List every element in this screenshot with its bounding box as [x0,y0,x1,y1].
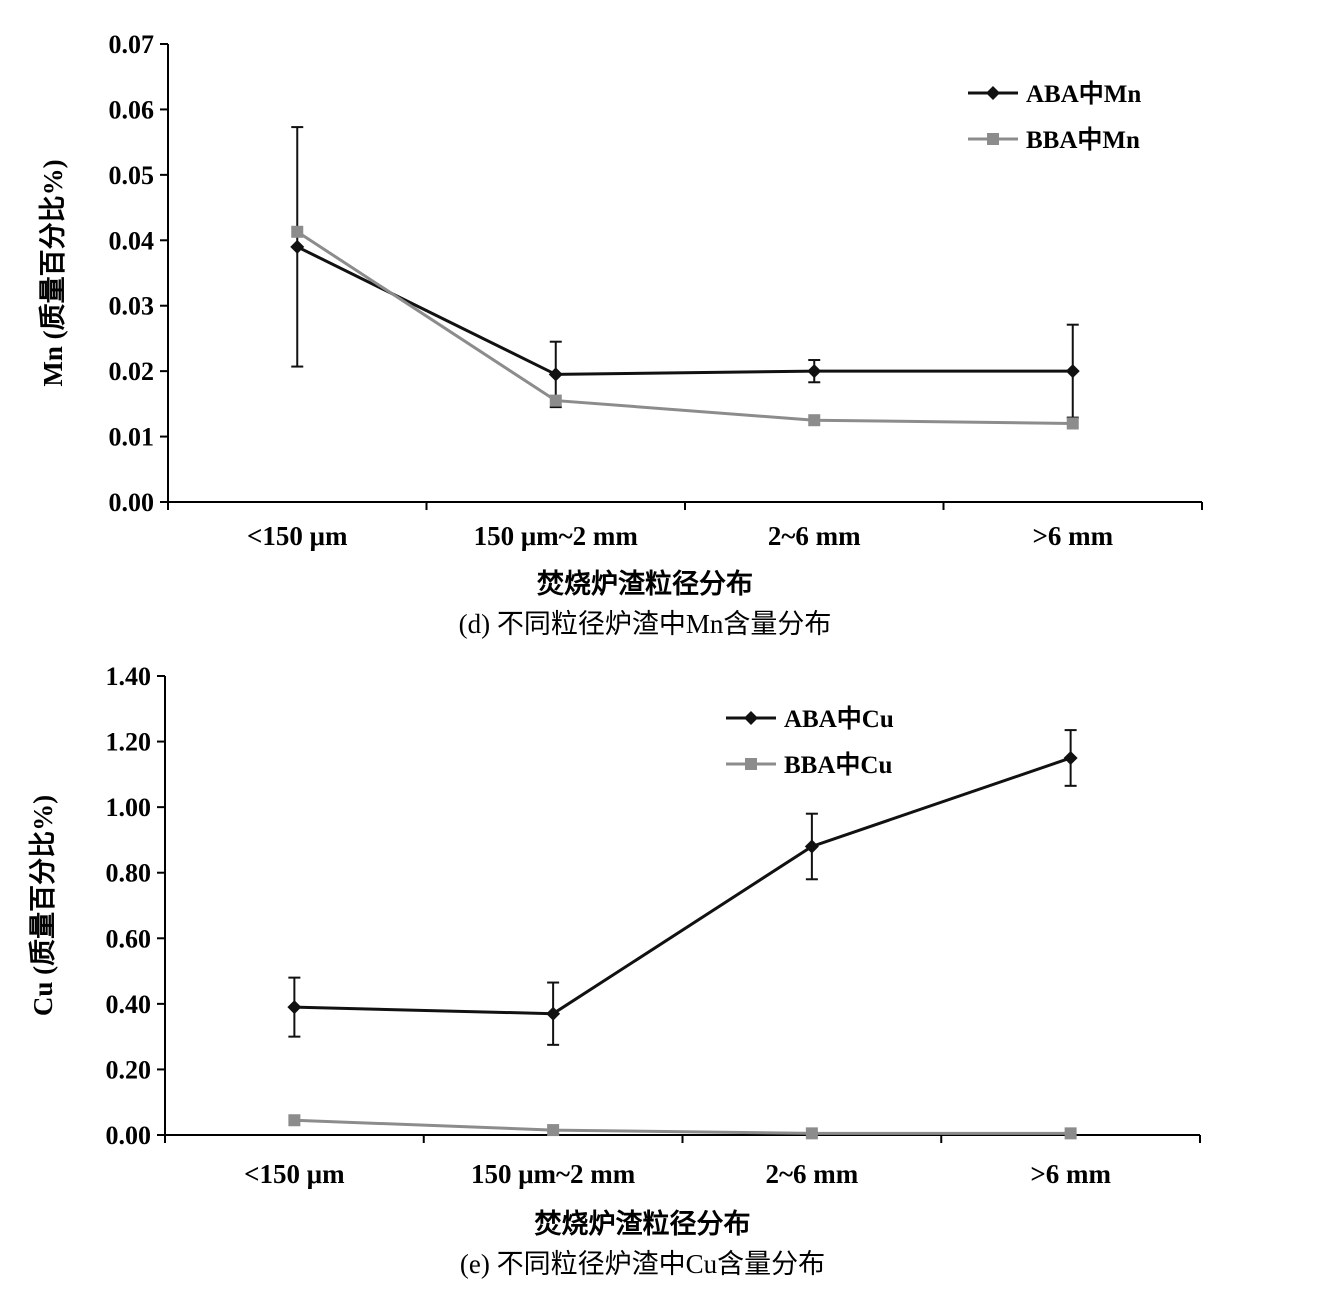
chart-2-series-2-line [294,1118,1071,1135]
chart-2-series-1-point [804,839,819,854]
chart-1-legend-label: ABA中Mn [1026,80,1141,108]
chart-panel-mn: 0.00 0.01 0.02 0.03 0.04 0.05 0.06 0.07 <150 μm 1… [0,0,1318,640]
chart-2-series-1-point [1063,750,1078,765]
chart-1-y-tick-label: 0.01 [109,423,155,452]
chart-1-series-2-line [296,230,1073,425]
chart-2-caption: (e) 不同粒径炉渣中Cu含量分布 [460,1249,825,1279]
chart-2-y-tick-label: 0.40 [106,990,152,1019]
chart-1-legend-label: BBA中Mn [1026,126,1140,154]
chart-2-y-tick-label: 0.80 [106,859,152,888]
chart-2-y-axis-title: Cu (质量百分比%) [28,795,58,1016]
chart-2-legend-label: ABA中Cu [784,705,894,733]
chart-1-series-1-point [1065,364,1080,379]
chart-1-x-tick-label: 2~6 mm [768,521,861,551]
chart-2-series-2-point [1064,1127,1077,1140]
chart-1-x-tick-label: >6 mm [1032,521,1113,551]
chart-2-series-1-point [287,1000,302,1015]
chart-1-series-1-line [296,245,1073,376]
chart-1-x-tick-label: 150 μm~2 mm [474,521,639,551]
chart-1-legend-marker [986,86,1000,100]
chart-1-y-tick-label: 0.02 [109,357,155,386]
chart-1-y-tick-label: 0.05 [109,161,155,190]
chart-2-y-tick-label: 1.20 [106,728,152,757]
chart-2-legend-label: BBA中Cu [784,751,892,779]
chart-panel-cu: 0.00 0.20 0.40 0.60 0.80 1.00 1.20 1.40 <150 μm 1… [0,645,1318,1285]
chart-2-y-tick-label: 0.00 [106,1121,152,1150]
chart-2-x-tick-label: >6 mm [1030,1159,1111,1189]
cu-chart-svg: 0.00 0.20 0.40 0.60 0.80 1.00 1.20 1.40 <150 μm 1… [28,662,1201,1279]
chart-1-series-1-point [807,364,822,379]
chart-1-series-2-point [291,225,304,238]
chart-2-y-tick-label: 1.00 [106,793,152,822]
chart-1-legend-marker [987,133,999,145]
chart-1-y-tick-label: 0.04 [109,226,155,255]
chart-1-y-tick-label: 0.03 [109,292,155,321]
chart-1-series-1-point [548,367,563,382]
chart-2-x-axis-title: 焚烧炉渣粒径分布 [535,1209,751,1239]
chart-2-series-2-point [547,1124,560,1137]
chart-2-y-tick-label: 1.40 [106,662,152,691]
chart-2-x-tick-label: 2~6 mm [765,1159,858,1189]
chart-1-x-tick-label: <150 μm [247,521,348,551]
chart-2-x-tick-label: <150 μm [244,1159,345,1189]
chart-2-legend-marker [744,711,758,725]
chart-2-series-1-point [546,1006,561,1021]
chart-1-series-1-point [290,239,305,254]
chart-1-series-2-point [808,414,821,427]
chart-1-y-tick-label: 0.07 [109,30,155,59]
mn-chart-svg: 0.00 0.01 0.02 0.03 0.04 0.05 0.06 0.07 <150 μm 1… [38,30,1203,639]
chart-1-y-tick-label: 0.06 [109,95,155,124]
chart-1-y-axis-title: Mn (质量百分比%) [38,159,68,386]
chart-1-caption: (d) 不同粒径炉渣中Mn含量分布 [459,609,832,639]
chart-2-y-tick-label: 0.60 [106,924,152,953]
chart-1-series-2-point [1066,417,1079,430]
chart-1-y-tick-label: 0.00 [109,488,155,517]
chart-2-series-1-line [294,756,1072,1016]
chart-1-x-axis-title: 焚烧炉渣粒径分布 [537,569,753,599]
chart-1-series-2-point [549,394,562,407]
chart-2-series-2-point [288,1114,301,1127]
chart-2-series-2-point [805,1127,818,1140]
chart-2-x-tick-label: 150 μm~2 mm [471,1159,636,1189]
chart-2-legend-marker [745,758,757,770]
chart-2-y-tick-label: 0.20 [106,1055,152,1084]
